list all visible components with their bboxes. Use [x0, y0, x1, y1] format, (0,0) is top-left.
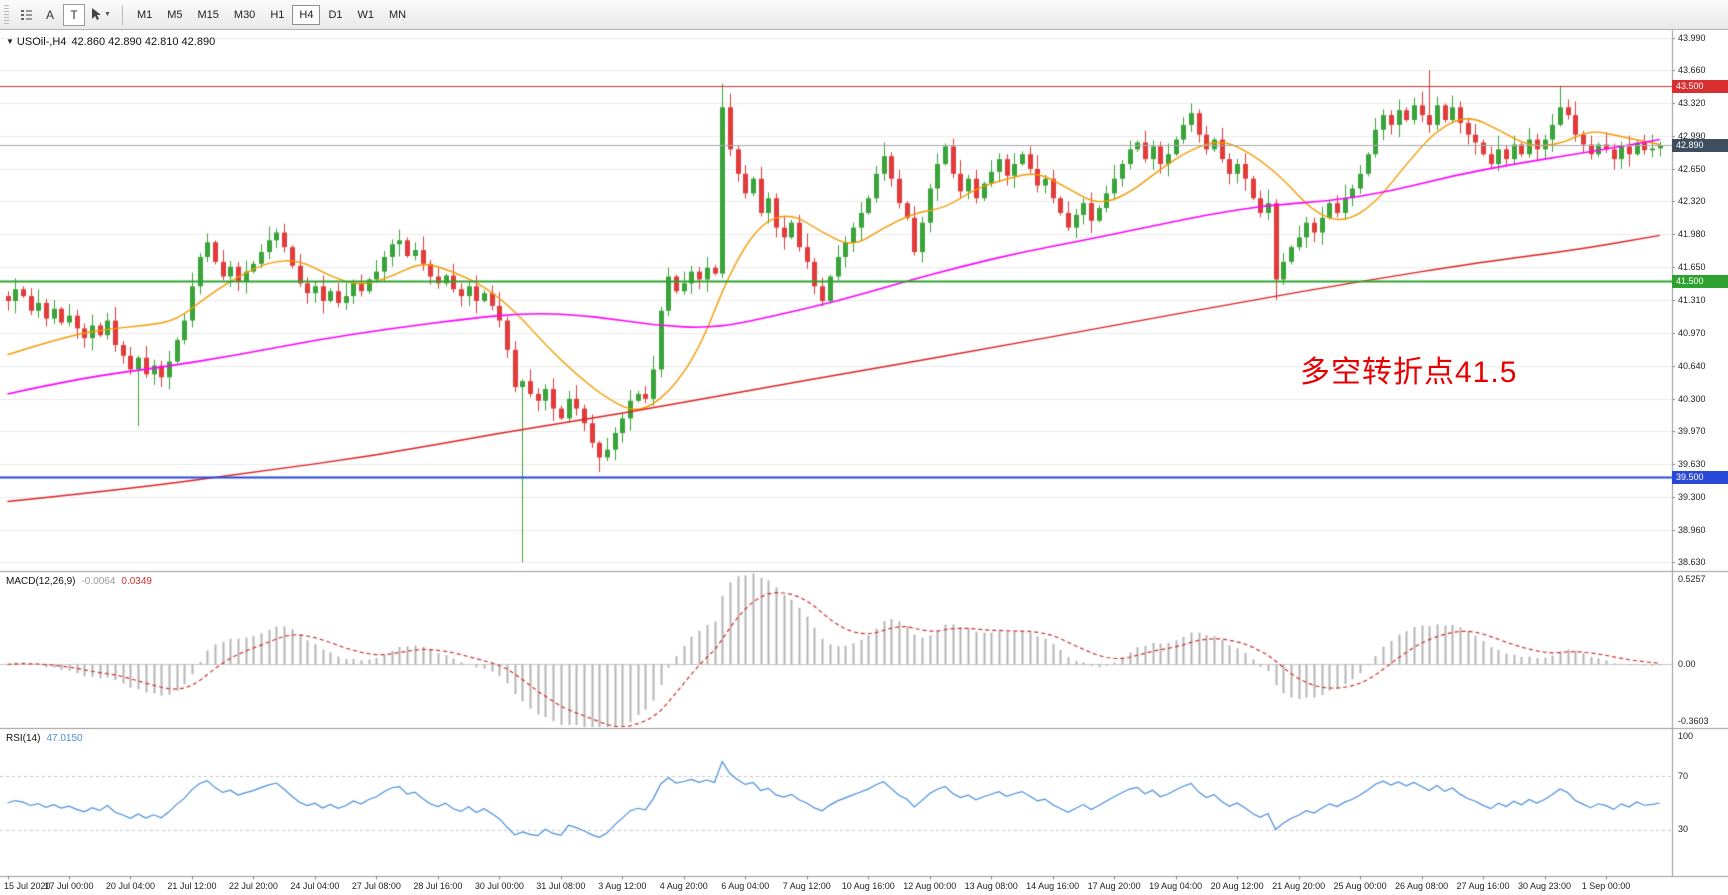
timeframe-h1-button[interactable]: H1: [263, 5, 291, 25]
macd-axis-label: 0.5257: [1678, 574, 1706, 584]
chevron-down-icon: ▼: [104, 11, 111, 18]
price-axis-label: 42.320: [1678, 196, 1706, 206]
macd-label: MACD(12,26,9) -0.0064 0.0349: [6, 576, 152, 587]
text-label-tool-button[interactable]: A: [39, 4, 61, 26]
cursor-tool-button[interactable]: ▼: [87, 4, 115, 26]
time-axis-label: 3 Aug 12:00: [598, 881, 647, 891]
price-axis-label: 43.660: [1678, 65, 1706, 75]
time-axis-label: 21 Jul 12:00: [167, 881, 217, 891]
time-axis-label: 25 Aug 00:00: [1333, 881, 1387, 891]
timeframe-m30-button[interactable]: M30: [227, 5, 262, 25]
price-tag-42.890[interactable]: 42.890: [1672, 139, 1728, 152]
price-axis-label: 38.960: [1678, 525, 1706, 535]
price-axis-label: 39.630: [1678, 459, 1706, 469]
cursor-arrow-icon: [92, 8, 101, 20]
chart-menu-arrow[interactable]: ▼: [6, 37, 14, 46]
price-axis-label: 40.640: [1678, 361, 1706, 371]
toolbar: A T ▼ M1 M5 M15 M30 H1 H4 D1 W1 MN: [0, 0, 1728, 30]
time-axis-label: 7 Aug 12:00: [782, 881, 831, 891]
rsi-name: RSI(14): [6, 733, 41, 744]
time-axis-label: 4 Aug 20:00: [659, 881, 708, 891]
rsi-axis-label: 70: [1678, 770, 1689, 781]
timeframe-mn-button[interactable]: MN: [382, 5, 413, 25]
macd-signal-value: 0.0349: [121, 576, 152, 587]
time-axis-label: 1 Sep 00:00: [1581, 881, 1631, 891]
time-axis-label: 20 Jul 04:00: [105, 881, 155, 891]
timeframe-m5-button[interactable]: M5: [160, 5, 189, 25]
time-axis-label: 14 Aug 16:00: [1026, 881, 1080, 891]
timeframe-m15-button[interactable]: M15: [191, 5, 226, 25]
macd-axis-label: 0.00: [1678, 658, 1696, 669]
time-axis-label: 10 Aug 16:00: [841, 881, 895, 891]
time-axis-label: 27 Jul 08:00: [351, 881, 401, 891]
rsi-axis-label: 100: [1678, 731, 1694, 742]
time-axis-label: 30 Aug 23:00: [1518, 881, 1572, 891]
time-axis-label: 22 Jul 20:00: [228, 881, 278, 891]
price-axis-label: 40.300: [1678, 394, 1706, 404]
ohlc-values: 42.860 42.890 42.810 42.890: [71, 36, 216, 48]
rsi-label: RSI(14) 47.0150: [6, 733, 83, 744]
indicators-list-icon[interactable]: [15, 4, 37, 26]
time-axis-label: 24 Jul 04:00: [290, 881, 340, 891]
rsi-axis-label: 30: [1678, 824, 1689, 835]
toolbar-separator: [121, 4, 123, 25]
price-axis-label: 39.970: [1678, 426, 1706, 436]
time-axis-label: 17 Jul 00:00: [44, 881, 94, 891]
price-axis-label: 41.980: [1678, 229, 1706, 239]
price-axis-label: 41.650: [1678, 262, 1706, 272]
timeframe-d1-button[interactable]: D1: [321, 5, 349, 25]
time-axis-label: 21 Aug 20:00: [1272, 881, 1326, 891]
macd-name: MACD(12,26,9): [6, 576, 76, 587]
chart-title: ▼ USOil-,H4 42.860 42.890 42.810 42.890: [6, 36, 220, 48]
price-axis-label: 43.990: [1678, 33, 1706, 43]
chart-annotation-text: 多空转折点41.5: [1300, 356, 1518, 389]
time-axis-label: 20 Aug 12:00: [1210, 881, 1264, 891]
time-axis-label: 13 Aug 08:00: [964, 881, 1018, 891]
text-tool-button[interactable]: T: [63, 3, 85, 26]
time-axis-label: 12 Aug 00:00: [903, 881, 957, 891]
time-axis-label: 17 Aug 20:00: [1087, 881, 1141, 891]
macd-main-value: -0.0064: [81, 576, 116, 587]
timeframe-w1-button[interactable]: W1: [351, 5, 382, 25]
time-axis-label: 28 Jul 16:00: [413, 881, 463, 891]
price-axis-label: 40.970: [1678, 328, 1706, 338]
time-axis-label: 31 Jul 08:00: [536, 881, 586, 891]
list-icon: [20, 10, 32, 20]
symbol-label: USOil-,H4: [16, 36, 67, 48]
price-axis-label: 43.320: [1678, 98, 1706, 108]
toolbar-grip[interactable]: [4, 4, 9, 25]
time-axis-label: 19 Aug 04:00: [1149, 881, 1203, 891]
price-tag-41.500[interactable]: 41.500: [1672, 275, 1728, 288]
time-axis-label: 26 Aug 08:00: [1395, 881, 1449, 891]
price-tag-43.500[interactable]: 43.500: [1672, 80, 1728, 93]
rsi-value: 47.0150: [46, 733, 83, 744]
price-tag-39.500[interactable]: 39.500: [1672, 471, 1728, 484]
price-axis-label: 39.300: [1678, 492, 1706, 502]
timeframe-h4-button[interactable]: H4: [292, 4, 321, 25]
macd-axis-label: -0.3603: [1678, 716, 1709, 726]
time-axis-label: 27 Aug 16:00: [1456, 881, 1510, 891]
price-axis-label: 41.310: [1678, 295, 1706, 305]
timeframe-m1-button[interactable]: M1: [130, 5, 159, 25]
price-axis-label: 42.650: [1678, 164, 1706, 174]
time-axis-label: 30 Jul 00:00: [474, 881, 524, 891]
time-axis-label: 6 Aug 04:00: [721, 881, 770, 891]
price-axis-label: 42.990: [1678, 131, 1706, 141]
timeframe-group: M1 M5 M15 M30 H1 H4 D1 W1 MN: [130, 4, 413, 25]
price-axis-label: 38.630: [1678, 557, 1706, 567]
time-axis-label: 15 Jul 2020: [4, 881, 51, 891]
